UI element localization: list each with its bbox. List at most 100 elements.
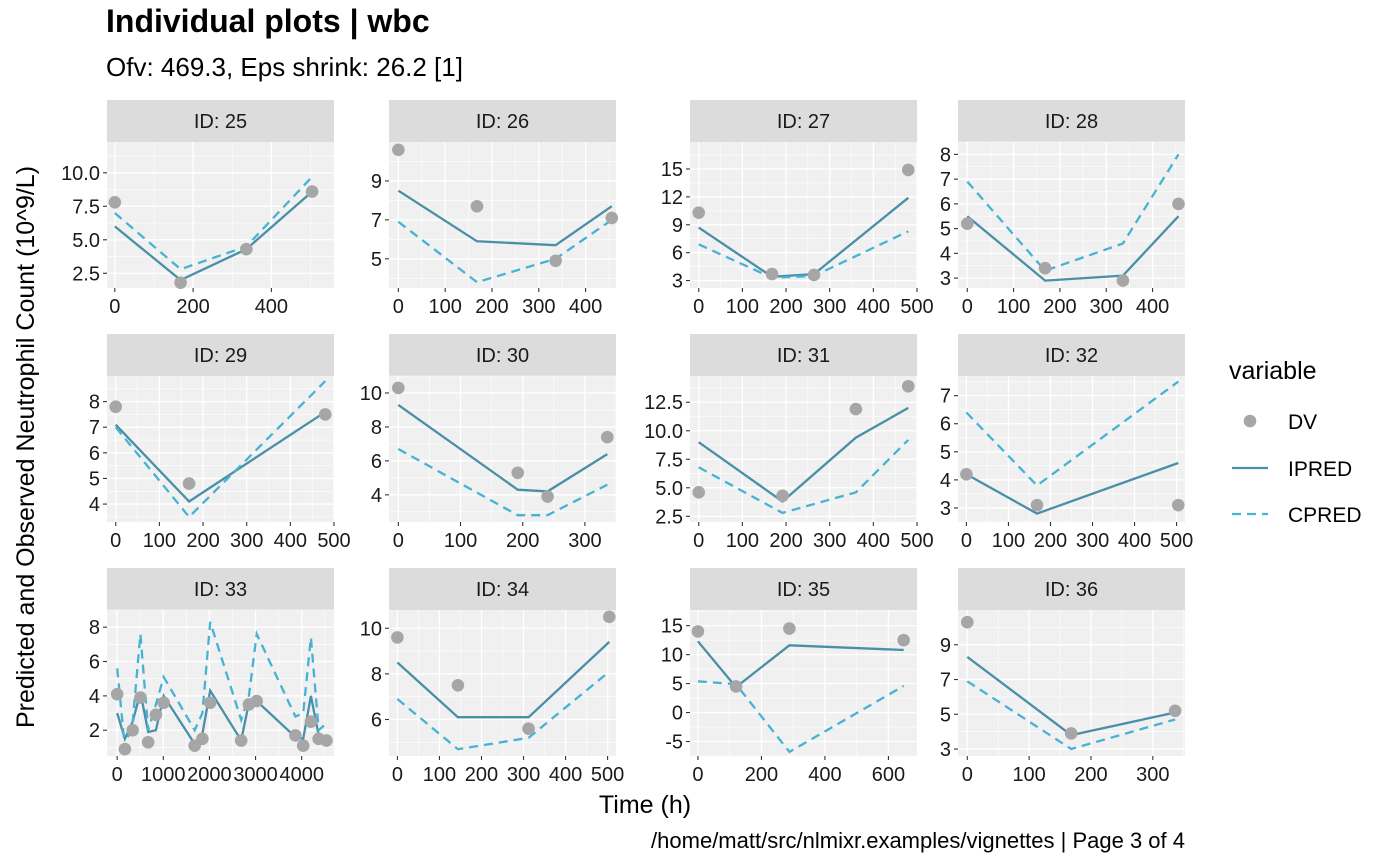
x-tick-label: 400 [857,530,890,552]
facet-strip [690,100,917,142]
y-tick-label: 10 [360,383,382,405]
dv-point [108,195,122,209]
legend-entry-cpred: CPRED [1288,504,1362,527]
facet-strip-label: ID: 33 [194,579,247,601]
plot-title: Individual plots | wbc [106,3,430,39]
y-tick-label: 3 [940,268,951,290]
dv-point [318,408,332,421]
x-tick-label: 0 [112,764,123,786]
y-tick-label: 2.5 [72,263,100,285]
x-tick-label: 200 [1043,296,1076,318]
y-axis-title: Predicted and Observed Neutrophil Count … [12,166,40,728]
facet-strip-label: ID: 32 [1045,345,1098,367]
dv-point [451,678,465,692]
facet-strip-label: ID: 36 [1045,579,1098,601]
dv-point [776,489,789,503]
dv-point [807,268,821,282]
facet-strip-label: ID: 29 [194,345,247,367]
ipred-line [698,406,909,503]
x-tick-label: 400 [569,296,602,318]
x-tick-label: 300 [230,530,263,552]
x-tick-label: 300 [507,764,540,786]
y-tick-label: 6 [371,451,382,473]
ipred-line [397,403,608,493]
x-tick-label: 400 [808,764,841,786]
y-tick-label: 10.0 [644,421,683,443]
cpred-line [965,380,1179,488]
x-tick-label: 100 [428,296,461,318]
y-tick-label: 9 [371,171,382,193]
x-tick-label: 600 [872,764,905,786]
dv-point [174,276,187,289]
dv-point [691,625,705,638]
x-tick-label: 300 [568,530,601,552]
x-tick-label: 0 [393,530,404,552]
dv-point [134,691,147,704]
y-tick-label: 7.5 [655,449,683,471]
x-tick-label: 300 [1136,764,1169,786]
x-tick-label: 200 [1034,530,1067,552]
cpred-line [396,670,611,751]
dv-point [849,402,863,416]
dv-point [901,379,915,393]
dv-point [765,267,779,281]
y-tick-label: 8 [371,417,382,439]
facet-strip-label: ID: 28 [1045,111,1098,133]
facet-strip [107,100,334,142]
dv-point [1168,704,1182,718]
dv-point [605,211,619,225]
x-tick-label: 100 [423,764,456,786]
x-tick-label: 0 [393,296,404,318]
y-tick-label: 8 [89,392,100,414]
x-tick-label: 400 [1136,296,1169,318]
x-tick-label: 400 [255,296,288,318]
y-tick-label: 5 [89,468,100,490]
y-tick-label: 5 [940,704,951,726]
y-tick-label: 7 [940,386,951,408]
y-tick-label: 8 [89,617,100,639]
x-tick-label: 0 [962,764,973,786]
x-tick-label: 0 [962,296,973,318]
x-tick-label: 500 [900,530,933,552]
dv-point [470,199,484,213]
facet-strip [107,568,334,610]
x-tick-label: 200 [769,530,802,552]
cpred-line [397,447,608,517]
facet-strip [958,568,1185,610]
x-tick-label: 200 [506,530,539,552]
dv-point [234,734,248,747]
dv-point [110,687,124,701]
x-tick-label: 3000 [233,764,278,786]
facet-strip-label: ID: 30 [476,345,529,367]
x-tick-label: 0 [693,530,704,552]
dv-point [391,631,404,644]
y-tick-label: 12 [661,187,683,209]
x-tick-label: 300 [813,296,846,318]
y-tick-label: 6 [371,710,382,732]
x-tick-label: 2000 [187,764,232,786]
dv-point [901,163,915,177]
facet-strip [958,334,1185,376]
dv-point [157,696,170,710]
y-tick-label: 2 [89,720,100,742]
y-tick-label: 0 [672,703,683,725]
y-tick-label: 10 [661,645,683,667]
x-tick-label: 200 [186,530,219,552]
dv-point [541,490,554,503]
x-tick-label: 0 [693,296,704,318]
x-tick-label: 200 [769,296,802,318]
dv-point [960,467,973,481]
x-tick-label: 500 [317,530,350,552]
ipred-line [396,641,611,719]
y-tick-label: 6 [89,652,100,674]
dv-point [149,708,163,722]
dv-point [203,696,217,710]
y-tick-label: 2.5 [655,506,683,528]
x-tick-label: 200 [745,764,778,786]
y-tick-label: -5 [665,732,683,754]
dv-point [600,430,614,444]
facet-strip [690,568,917,610]
x-tick-label: 100 [726,530,759,552]
dv-point [304,715,318,728]
y-tick-label: 15 [661,159,683,181]
